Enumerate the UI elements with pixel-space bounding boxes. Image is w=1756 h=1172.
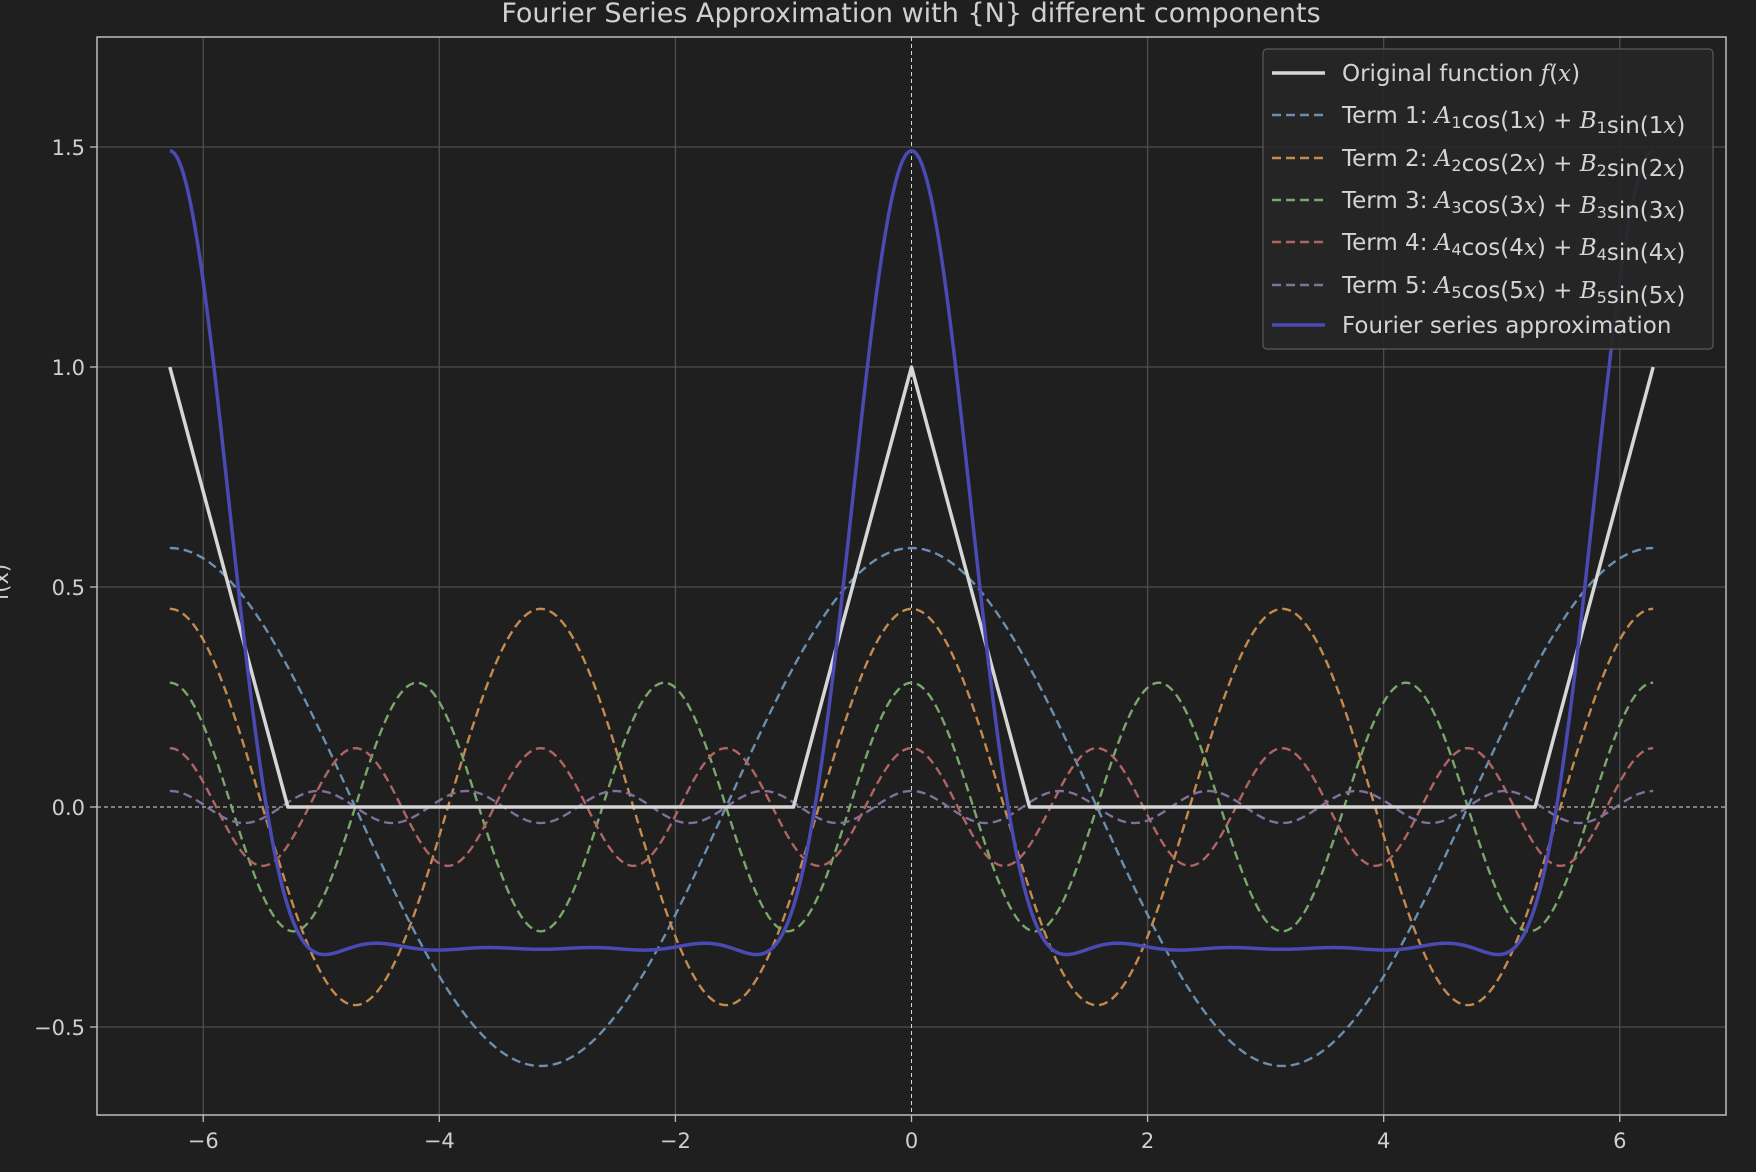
legend-math-part: cos(3 bbox=[1462, 193, 1524, 219]
chart-title: Fourier Series Approximation with {N} di… bbox=[501, 0, 1320, 29]
y-tick-label: −0.5 bbox=[34, 1016, 85, 1040]
legend-math-part: sin(4 bbox=[1607, 240, 1664, 266]
y-axis-label: f(x) bbox=[0, 564, 13, 600]
legend-math-part: x bbox=[1524, 108, 1537, 134]
legend-label: Term 3: A3cos(3x) + B3sin(3x) bbox=[1341, 188, 1685, 224]
legend-math-part: ) + bbox=[1537, 278, 1580, 304]
y-tick-label: 1.0 bbox=[52, 356, 85, 380]
legend-math-part: A bbox=[1433, 273, 1452, 299]
legend-math-part: 5 bbox=[1597, 288, 1607, 307]
legend-math-part: 2 bbox=[1451, 156, 1461, 175]
legend-label-text: Term 2: bbox=[1341, 146, 1435, 172]
series-line-term-1 bbox=[169, 546, 1654, 1068]
x-tick-label: 2 bbox=[1141, 1129, 1154, 1153]
legend-math-part: A bbox=[1433, 230, 1452, 256]
legend-math-part: 1 bbox=[1597, 118, 1607, 137]
legend-math-part: B bbox=[1579, 193, 1597, 219]
legend-math-part: ( bbox=[1549, 61, 1558, 87]
legend-math-part: x bbox=[1524, 278, 1537, 304]
legend: Original function f(x)Term 1: A1cos(1x) … bbox=[1262, 48, 1714, 350]
legend-math-part: ) + bbox=[1537, 235, 1580, 261]
legend-math-part: cos(4 bbox=[1462, 235, 1524, 261]
legend-math-part: x bbox=[1663, 240, 1676, 266]
legend-math-part: ) bbox=[1571, 61, 1580, 87]
legend-math-part: A bbox=[1433, 103, 1452, 129]
legend-math-part: B bbox=[1579, 235, 1597, 261]
legend-math-part: 1 bbox=[1451, 113, 1461, 132]
legend-math-part: x bbox=[1524, 235, 1537, 261]
legend-math-part: ) bbox=[1676, 240, 1685, 266]
legend-math-part: x bbox=[1524, 193, 1537, 219]
legend-math-part: x bbox=[1524, 151, 1537, 177]
series-group bbox=[168, 149, 1655, 1068]
legend-math-part: ) + bbox=[1537, 108, 1580, 134]
legend-label-text: Term 4: bbox=[1341, 230, 1435, 256]
legend-label: Original function f(x) bbox=[1342, 61, 1580, 87]
legend-math-part: ) + bbox=[1537, 193, 1580, 219]
y-tick-label: 0.5 bbox=[52, 576, 85, 600]
series-line-term-3 bbox=[169, 681, 1654, 933]
legend-math-part: 3 bbox=[1451, 198, 1461, 217]
legend-label-text: Term 5: bbox=[1341, 273, 1435, 299]
legend-label: Term 1: A1cos(1x) + B1sin(1x) bbox=[1341, 103, 1685, 139]
legend-label: Fourier series approximation bbox=[1342, 313, 1671, 339]
y-tick-label: 0.0 bbox=[52, 796, 85, 820]
series-line-term-4 bbox=[169, 746, 1654, 868]
legend-math-part: ) bbox=[1676, 113, 1685, 139]
legend-math-part: x bbox=[1663, 283, 1676, 309]
legend-label: Term 4: A4cos(4x) + B4sin(4x) bbox=[1341, 230, 1685, 266]
legend-math-part: ) bbox=[1676, 156, 1685, 182]
x-tick-label: 6 bbox=[1613, 1129, 1626, 1153]
legend-label-text: Term 3: bbox=[1341, 188, 1435, 214]
legend-math-part: ) bbox=[1676, 198, 1685, 224]
plot-area: −6 −4 −2 0 2 4 6 −0.5 0.0 0.5 1.0 1.5 Original funct… bbox=[34, 36, 1727, 1153]
legend-math-part: ) bbox=[1676, 283, 1685, 309]
legend-math-part: A bbox=[1433, 146, 1452, 172]
legend-math-part: cos(2 bbox=[1462, 151, 1524, 177]
y-tick-label: 1.5 bbox=[52, 136, 85, 160]
legend-math-part: B bbox=[1579, 151, 1597, 177]
legend-math-part: 3 bbox=[1597, 203, 1607, 222]
series-line-sum bbox=[169, 149, 1654, 957]
x-tick-label: −4 bbox=[424, 1129, 455, 1153]
legend-math-part: x bbox=[1663, 156, 1676, 182]
legend-math-part: 5 bbox=[1451, 283, 1461, 302]
legend-math-part: sin(3 bbox=[1607, 198, 1664, 224]
x-tick-label: 0 bbox=[905, 1129, 918, 1153]
legend-math-part: cos(5 bbox=[1462, 278, 1524, 304]
legend-math-part: B bbox=[1579, 278, 1597, 304]
legend-math-part: A bbox=[1433, 188, 1452, 214]
legend-label-text: Original function bbox=[1342, 61, 1541, 87]
legend-math-part: f bbox=[1539, 61, 1553, 87]
legend-math-part: 2 bbox=[1597, 161, 1607, 180]
legend-math-part: B bbox=[1579, 108, 1597, 134]
legend-box bbox=[1262, 48, 1714, 350]
x-tick-label: −6 bbox=[188, 1129, 219, 1153]
legend-math-part: sin(1 bbox=[1607, 113, 1664, 139]
legend-label: Term 5: A5cos(5x) + B5sin(5x) bbox=[1341, 273, 1685, 309]
legend-math-part: 4 bbox=[1451, 240, 1461, 259]
series-line-triangle bbox=[168, 365, 1655, 809]
legend-math-part: x bbox=[1663, 113, 1676, 139]
legend-math-part: 4 bbox=[1597, 245, 1607, 264]
legend-math-part: sin(5 bbox=[1607, 283, 1664, 309]
legend-math-part: cos(1 bbox=[1462, 108, 1524, 134]
series-line-term-5 bbox=[169, 789, 1654, 825]
x-tick-label: 4 bbox=[1377, 1129, 1390, 1153]
x-tick-label: −2 bbox=[660, 1129, 691, 1153]
legend-label: Term 2: A2cos(2x) + B2sin(2x) bbox=[1341, 146, 1685, 182]
legend-label-text: Term 1: bbox=[1341, 103, 1435, 129]
series-line-term-2 bbox=[169, 607, 1654, 1007]
legend-math-part: x bbox=[1663, 198, 1676, 224]
legend-math-part: ) + bbox=[1537, 151, 1580, 177]
legend-math-part: x bbox=[1558, 61, 1571, 87]
legend-label-text: Fourier series approximation bbox=[1342, 313, 1671, 339]
legend-math-part: sin(2 bbox=[1607, 156, 1664, 182]
